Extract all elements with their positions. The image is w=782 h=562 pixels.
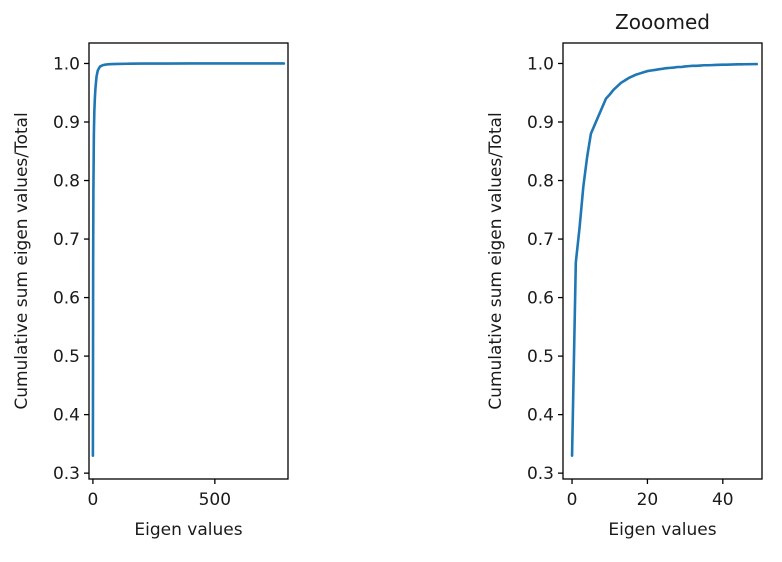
chart-full-y-ticks: 0.3 0.4 0.5 0.6 0.7 0.8 0.9 1.0 (53, 54, 89, 484)
chart-zoomed-series-line (570, 62, 759, 457)
chart-zoomed-y-ticks: 0.3 0.4 0.5 0.6 0.7 0.8 0.9 1.0 (527, 54, 563, 484)
chart-full-x-ticks: 0 500 (87, 479, 231, 510)
chart-full-x-axis-label: Eigen values (134, 520, 242, 540)
chart-zoomed-y-tick-label: 0.4 (527, 406, 554, 426)
chart-zoomed: 0.3 0.4 0.5 0.6 0.7 0.8 0.9 1.0 0 20 40 Eigen val… (486, 10, 763, 540)
chart-zoomed-y-tick-label: 0.7 (527, 230, 554, 250)
chart-zoomed-x-ticks: 0 20 40 (567, 479, 734, 510)
chart-full-y-tick-label: 0.8 (53, 172, 80, 192)
chart-zoomed-frame (562, 42, 763, 480)
chart-zoomed-y-tick-label: 0.3 (527, 464, 554, 484)
chart-full-y-tick-label: 0.3 (53, 464, 80, 484)
chart-zoomed-y-tick-label: 0.9 (527, 113, 554, 133)
chart-full-y-tick-label: 0.4 (53, 406, 80, 426)
chart-zoomed-x-tick-label: 40 (712, 490, 734, 510)
chart-full-x-tick-label: 0 (87, 490, 98, 510)
chart-zoomed-y-tick-label: 0.6 (527, 289, 554, 309)
chart-zoomed-x-tick-label: 0 (567, 490, 578, 510)
chart-full-series (91, 62, 286, 457)
chart-zoomed-x-tick-label: 20 (637, 490, 659, 510)
chart-full-x-tick-label: 500 (199, 490, 231, 510)
chart-zoomed-series (570, 62, 759, 457)
chart-full-y-tick-label: 0.9 (53, 113, 80, 133)
chart-zoomed-y-axis-label: Cumulative sum eigen values/Total (486, 112, 506, 409)
chart-zoomed-y-tick-label: 0.8 (527, 172, 554, 192)
chart-full-series-line (91, 62, 286, 457)
chart-zoomed-x-axis-label: Eigen values (608, 520, 716, 540)
chart-full-y-tick-label: 0.7 (53, 230, 80, 250)
chart-full-y-axis-label: Cumulative sum eigen values/Total (12, 112, 32, 409)
chart-zoomed-y-tick-label: 1.0 (527, 54, 554, 74)
chart-full-y-tick-label: 1.0 (53, 54, 80, 74)
chart-zoomed-y-tick-label: 0.5 (527, 347, 554, 367)
chart-full-frame (88, 42, 289, 480)
chart-full-y-tick-label: 0.6 (53, 289, 80, 309)
chart-zoomed-title: Zooomed (615, 10, 710, 34)
chart-full: 0.3 0.4 0.5 0.6 0.7 0.8 0.9 1.0 0 500 Eigen valu… (12, 42, 289, 540)
chart-full-y-tick-label: 0.5 (53, 347, 80, 367)
